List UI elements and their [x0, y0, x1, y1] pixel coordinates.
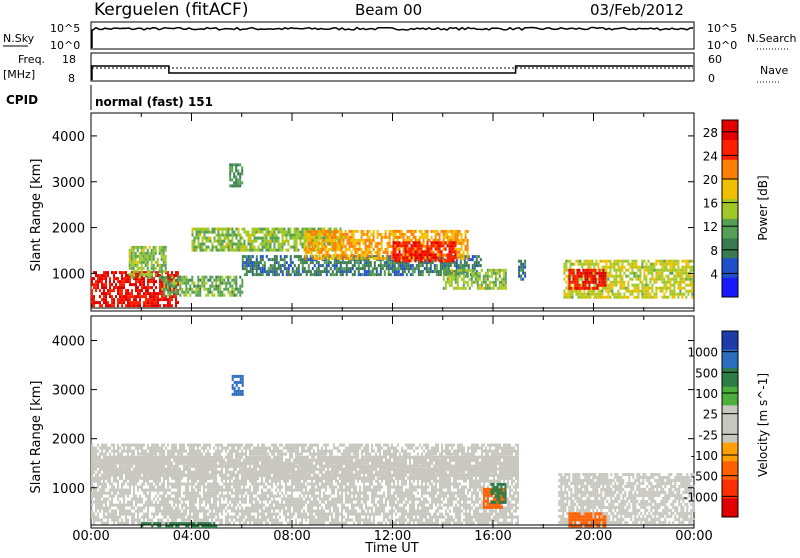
velocity-colorbar-segment — [722, 368, 738, 387]
velocity-colorbar-label: 100 — [695, 387, 718, 401]
power-colorbar-label: 4 — [710, 267, 718, 281]
velocity-colorbar-label: -500 — [691, 470, 718, 484]
power-colorbar-label: 16 — [703, 197, 718, 211]
freq-label-2: [MHz] — [3, 68, 35, 81]
power-colorbar-segment — [722, 159, 738, 179]
power-colorbar-segment — [722, 120, 738, 140]
nsearch-tick-top: 10^5 — [707, 22, 737, 35]
power-colorbar-segment — [722, 199, 738, 219]
nave-label: Nave — [760, 64, 788, 77]
velocity-colorbar-segment — [722, 387, 738, 406]
station-title: Kerguelen (fitACF) — [94, 0, 248, 20]
velocity-panel: 1000 2000 3000 4000 — [52, 316, 694, 528]
velocity-colorbar-label: 500 — [695, 366, 718, 380]
velocity-colorbar-segment — [722, 424, 738, 443]
nave-tick-top: 60 — [708, 53, 722, 66]
y-tick-label: 4000 — [52, 130, 85, 145]
nave-tick-bottom: 0 — [708, 72, 715, 85]
x-tick-label: 04:00 — [173, 529, 210, 544]
velocity-colorbar-segment — [722, 331, 738, 350]
power-colorbar-label: 24 — [703, 149, 718, 163]
beam-title: Beam 00 — [355, 1, 422, 19]
freq-label-1: Freq. — [18, 53, 45, 66]
y-tick-label: 1000 — [52, 267, 85, 282]
velocity-colorbar-label: 25 — [703, 408, 718, 422]
y-tick-label: 3000 — [52, 176, 85, 191]
velocity-colorbar-segment — [722, 350, 738, 369]
power-colorbar-label: 8 — [710, 244, 718, 258]
x-tick-label: 08:00 — [273, 529, 310, 544]
freq-panel-frame — [91, 53, 694, 81]
y-tick-label: 3000 — [52, 384, 85, 399]
cpid-label: CPID — [6, 93, 38, 107]
power-colorbar-segment — [722, 277, 738, 297]
y-tick-label: 2000 — [52, 222, 85, 237]
velocity-colorbar-title: Velocity [m s^-1] — [756, 373, 770, 477]
x-tick-label: 00:00 — [72, 529, 109, 544]
power-colorbar-segment — [722, 258, 738, 278]
y-tick-label: 1000 — [52, 482, 85, 497]
x-tick-label: 16:00 — [474, 529, 511, 544]
y-tick-label: 2000 — [52, 433, 85, 448]
velocity-colorbar-label: -1000 — [683, 490, 718, 504]
x-tick-label: 00:00 — [675, 529, 712, 544]
power-ylabel: Slant Range [km] — [29, 159, 44, 272]
nsearch-tick-bottom: 10^0 — [707, 39, 737, 52]
velocity-colorbar-label: 1000 — [687, 346, 718, 360]
power-colorbar-label: 20 — [703, 173, 718, 187]
power-colorbar: 4 8 12 16 20 24 28 Power [dB] — [703, 120, 770, 298]
power-colorbar-segment — [722, 218, 738, 238]
y-tick-label: 4000 — [52, 335, 85, 350]
power-colorbar-segment — [722, 140, 738, 160]
nsky-panel-frame — [91, 22, 694, 49]
velocity-colorbar-label: -25 — [698, 428, 718, 442]
velocity-colorbar-segment — [722, 443, 738, 462]
cpid-text: normal (fast) 151 — [95, 95, 213, 109]
power-panel: 1000 2000 3000 4000 — [52, 113, 694, 311]
freq-tick-bottom: 8 — [68, 72, 75, 85]
velocity-colorbar: 1000 500 100 25 -25 -100 -500 -1000 Velocity [m … — [683, 331, 770, 518]
nsky-tick-top: 10^5 — [50, 22, 80, 35]
x-tick-label: 20:00 — [575, 529, 612, 544]
power-colorbar-label: 12 — [703, 220, 718, 234]
nsky-series-line — [92, 28, 693, 49]
nsearch-label: N.Search — [747, 32, 797, 45]
date-title: 03/Feb/2012 — [590, 1, 684, 19]
nsky-tick-bottom: 10^0 — [50, 39, 80, 52]
power-colorbar-label: 28 — [703, 126, 718, 140]
power-colorbar-segment — [722, 179, 738, 199]
velocity-colorbar-segment — [722, 405, 738, 424]
x-axis-label: Time UT — [364, 541, 418, 554]
velocity-colorbar-segment — [722, 461, 738, 480]
velocity-colorbar-label: -100 — [691, 449, 718, 463]
velocity-ylabel: Slant Range [km] — [29, 381, 44, 494]
velocity-colorbar-segment — [722, 498, 738, 517]
power-colorbar-segment — [722, 238, 738, 258]
freq-tick-top: 18 — [62, 53, 76, 66]
nsky-label: N.Sky — [3, 32, 35, 45]
power-colorbar-title: Power [dB] — [756, 175, 770, 240]
